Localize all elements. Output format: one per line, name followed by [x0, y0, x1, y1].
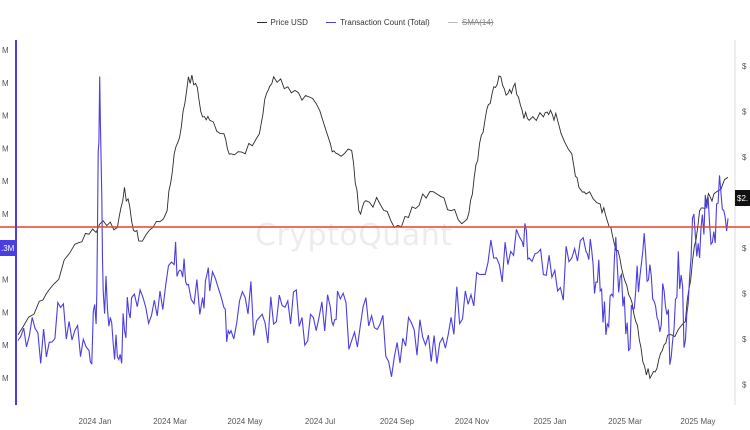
right-axis-tick-label: $: [742, 290, 747, 299]
x-axis: 2024 Jan 2024 Mar 2024 May 2024 Jul 2024 Sep…: [79, 417, 716, 426]
x-axis-tick-label: 2025 Mar: [608, 417, 642, 426]
x-axis-tick-label: 2025 May: [680, 417, 715, 426]
left-axis-tick-label: M: [2, 177, 9, 186]
right-axis: $$$$$$$$: [734, 40, 747, 405]
left-axis-tick-label: M: [2, 210, 9, 219]
legend-item-tx[interactable]: Transaction Count (Total): [326, 18, 430, 27]
left-axis: MMMMMMMMMMM: [2, 46, 9, 383]
x-axis-tick-label: 2024 Mar: [153, 417, 187, 426]
right-axis-tick-label: $: [742, 335, 747, 344]
legend-item-price[interactable]: Price USD: [256, 18, 308, 27]
x-axis-tick-label: 2025 Jan: [534, 417, 567, 426]
right-axis-tick-label: $: [742, 244, 747, 253]
tx-current-tag: [0, 240, 16, 256]
legend-label-sma: SMA(14): [461, 18, 494, 27]
x-axis-tick-label: 2024 Sep: [380, 417, 415, 426]
left-axis-tick-label: M: [2, 374, 9, 383]
left-axis-tick-label: M: [2, 341, 9, 350]
left-axis-tick-label: M: [2, 112, 9, 121]
x-axis-tick-label: 2024 Jan: [79, 417, 112, 426]
watermark-logo: CryptoQuant: [255, 218, 453, 253]
x-axis-tick-label: 2024 Nov: [455, 417, 489, 426]
legend-label-price: Price USD: [270, 18, 308, 27]
x-axis-tick-label: 2024 Jul: [305, 417, 335, 426]
price-current-tag: [735, 190, 750, 206]
series-line-tx: [17, 76, 729, 377]
left-axis-tick-label: M: [2, 144, 9, 153]
axis-tags: .3M $2.: [0, 190, 750, 256]
legend-swatch-tx: [326, 22, 337, 23]
tx-current-tag-label: .3M: [1, 244, 15, 253]
series-line-price: [17, 75, 729, 380]
right-axis-tick-label: $: [742, 381, 747, 390]
left-axis-tick-label: M: [2, 79, 9, 88]
chart-legend: Price USD Transaction Count (Total) SMA(…: [0, 16, 750, 27]
left-axis-tick-label: M: [2, 276, 9, 285]
legend-swatch-sma: [447, 22, 458, 23]
price-current-tag-label: $2.: [737, 194, 748, 203]
right-axis-tick-label: $: [742, 153, 747, 162]
right-axis-tick-label: $: [742, 108, 747, 117]
legend-label-tx: Transaction Count (Total): [340, 18, 430, 27]
left-axis-tick-label: M: [2, 308, 9, 317]
right-axis-tick-label: $: [742, 62, 747, 71]
legend-item-sma[interactable]: SMA(14): [447, 18, 494, 27]
left-axis-tick-label: M: [2, 46, 9, 55]
legend-swatch-price: [256, 22, 267, 23]
x-axis-tick-label: 2024 May: [227, 417, 262, 426]
